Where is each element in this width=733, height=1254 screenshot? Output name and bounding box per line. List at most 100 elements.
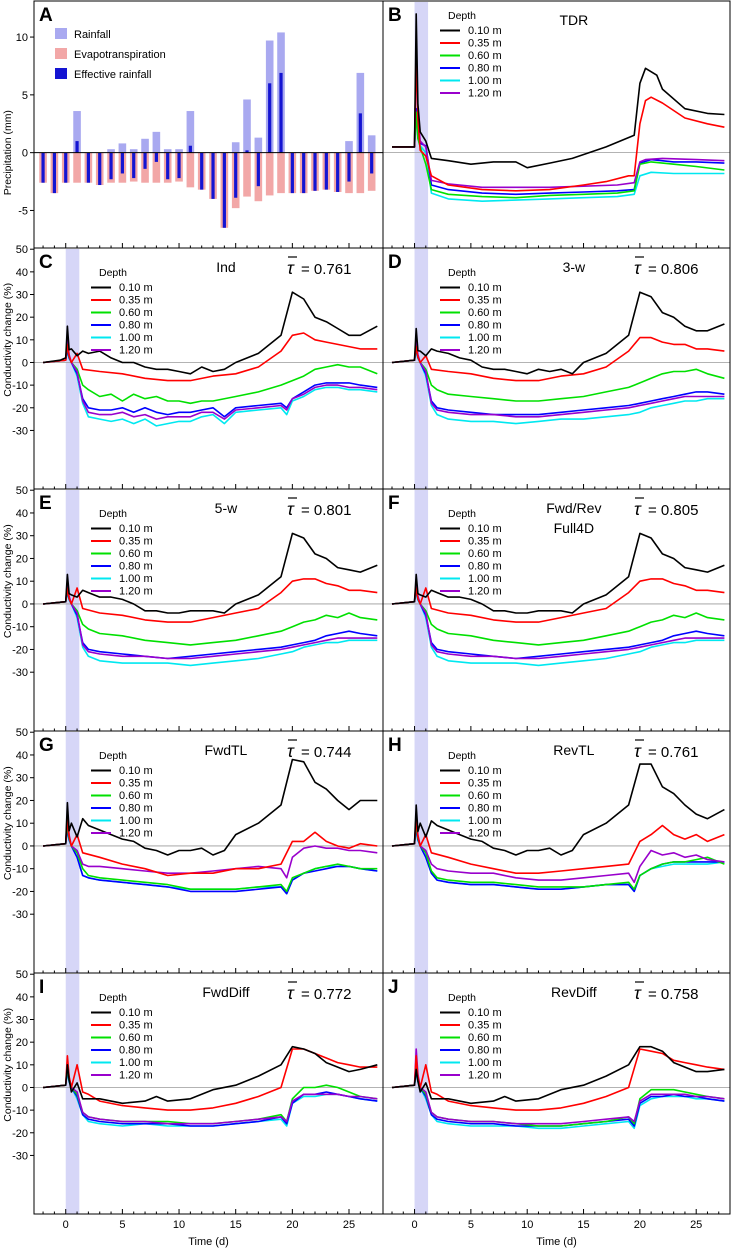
y-tick-label: 30 xyxy=(16,531,28,543)
panel-letter: G xyxy=(39,735,54,756)
legend-label: 0.80 m xyxy=(119,1045,153,1057)
series-line-120m xyxy=(43,1059,378,1125)
rainfall-bar xyxy=(163,149,172,153)
panel-title: FwdDiff xyxy=(202,984,249,1000)
tau-symbol: τ xyxy=(634,741,642,761)
panel-title: 3-w xyxy=(563,259,586,275)
evapotranspiration-bar xyxy=(356,152,365,194)
legend-label: 1.20 m xyxy=(119,828,153,840)
plot-layer: Rainfall Evapotranspiration Effective rain… xyxy=(34,10,730,1130)
legend-label: 1.20 m xyxy=(468,828,502,840)
evapotranspiration-bar xyxy=(73,152,81,183)
legend-label: 0.80 m xyxy=(468,803,502,815)
series-line-010m xyxy=(391,1045,725,1105)
series-line-080m xyxy=(43,827,378,895)
panel-letter: A xyxy=(39,5,53,26)
series-line-120m xyxy=(392,47,725,189)
panel-title: 5-w xyxy=(215,500,238,516)
effective-rainfall-bar xyxy=(302,152,306,194)
tau-value: = 0.761 xyxy=(301,261,351,278)
legend-label: 0.35 m xyxy=(468,536,502,548)
rainfall-bar xyxy=(152,131,161,153)
y-tick-label: 10 xyxy=(16,576,28,588)
series-line-010m xyxy=(43,532,378,614)
panel-title: FwdTL xyxy=(205,742,248,758)
x-tick-label: 20 xyxy=(286,1219,298,1231)
legend-title: Depth xyxy=(99,992,127,1004)
series-line-100m xyxy=(391,829,725,893)
y-tick-label: 20 xyxy=(16,312,28,324)
y-tick-label: 40 xyxy=(16,508,28,520)
series-line-035m xyxy=(391,578,725,623)
effective-rainfall-bar xyxy=(324,152,328,190)
effective-rainfall-bar xyxy=(211,152,215,199)
y-tick-label: -20 xyxy=(12,403,28,415)
y-tick-label: -20 xyxy=(12,1128,28,1140)
series-line-060m xyxy=(392,111,725,199)
legend-title: Depth xyxy=(99,267,127,279)
effective-rainfall-bar xyxy=(234,152,238,198)
legend-label: 0.80 m xyxy=(468,63,502,75)
legend-title: Depth xyxy=(99,750,127,762)
y-tick-label: -20 xyxy=(12,644,28,656)
legend-label: 0.35 m xyxy=(468,295,502,307)
effective-rainfall-bar xyxy=(336,152,340,192)
y-tick-label: 50 xyxy=(16,244,28,256)
y-tick-label: 0 xyxy=(22,148,28,160)
y-tick-label: 40 xyxy=(16,750,28,762)
legend-label: 1.00 m xyxy=(468,332,502,344)
legend-title: Depth xyxy=(448,267,476,279)
legend-title: Depth xyxy=(448,992,476,1004)
rainfall-bar xyxy=(141,138,149,153)
series-line-035m xyxy=(392,53,725,192)
legend-label: 0.60 m xyxy=(468,1032,502,1044)
legend-label: 1.00 m xyxy=(468,75,502,87)
panel-letter: D xyxy=(388,252,402,273)
tau-symbol: τ xyxy=(634,258,642,278)
evapotranspiration-bar xyxy=(277,152,285,194)
tau-value: = 0.805 xyxy=(648,502,698,519)
series-line-035m xyxy=(43,332,378,382)
rainfall-bar xyxy=(345,141,353,153)
effective-rainfall-bar xyxy=(222,152,226,228)
panel-letter: H xyxy=(388,735,402,756)
legend-label: Evapotranspiration xyxy=(74,49,166,61)
legend-label: 1.00 m xyxy=(468,573,502,585)
legend-label: 0.80 m xyxy=(468,561,502,573)
tau-symbol: τ xyxy=(287,741,295,761)
x-axis-label: Time (d) xyxy=(536,1236,577,1248)
x-tick-label: 15 xyxy=(577,1219,589,1231)
y-tick-label: 0 xyxy=(22,1082,28,1094)
panel-frame-J xyxy=(382,972,731,1215)
y-tick-label: 0 xyxy=(22,357,28,369)
legend-title: Depth xyxy=(448,750,476,762)
x-tick-label: 0 xyxy=(411,1219,417,1231)
effective-rainfall-bar xyxy=(41,152,45,183)
legend-label: 0.35 m xyxy=(468,1020,502,1032)
rain-event-shading-layer xyxy=(65,2,429,1214)
y-tick-label: -30 xyxy=(12,425,28,437)
effective-rainfall-bar xyxy=(143,152,147,169)
legend-swatch xyxy=(55,48,67,59)
legend-label: 1.00 m xyxy=(119,1057,153,1069)
series-line-035m xyxy=(391,1048,725,1111)
legend-label: 0.10 m xyxy=(119,1007,153,1019)
y-tick-label: -20 xyxy=(12,886,28,898)
series-line-035m xyxy=(391,817,725,874)
y-tick-label: 10 xyxy=(16,335,28,347)
tau-value: = 0.744 xyxy=(301,744,351,761)
x-tick-label: 10 xyxy=(173,1219,185,1231)
series-line-080m xyxy=(391,348,725,416)
y-tick-label: 40 xyxy=(16,992,28,1004)
y-tick-label: 30 xyxy=(16,1015,28,1027)
legend-label: 0.60 m xyxy=(119,307,153,319)
legend-label: 0.35 m xyxy=(468,38,502,50)
legend-title: Depth xyxy=(448,508,476,520)
panel-title: RevTL xyxy=(553,742,594,758)
legend-label: 0.80 m xyxy=(468,1045,502,1057)
series-line-010m xyxy=(42,291,378,375)
effective-rainfall-bar xyxy=(256,152,260,187)
x-axis-label: Time (d) xyxy=(188,1236,229,1248)
rain-event-band-G xyxy=(65,732,80,973)
x-tick-label: 10 xyxy=(521,1219,533,1231)
